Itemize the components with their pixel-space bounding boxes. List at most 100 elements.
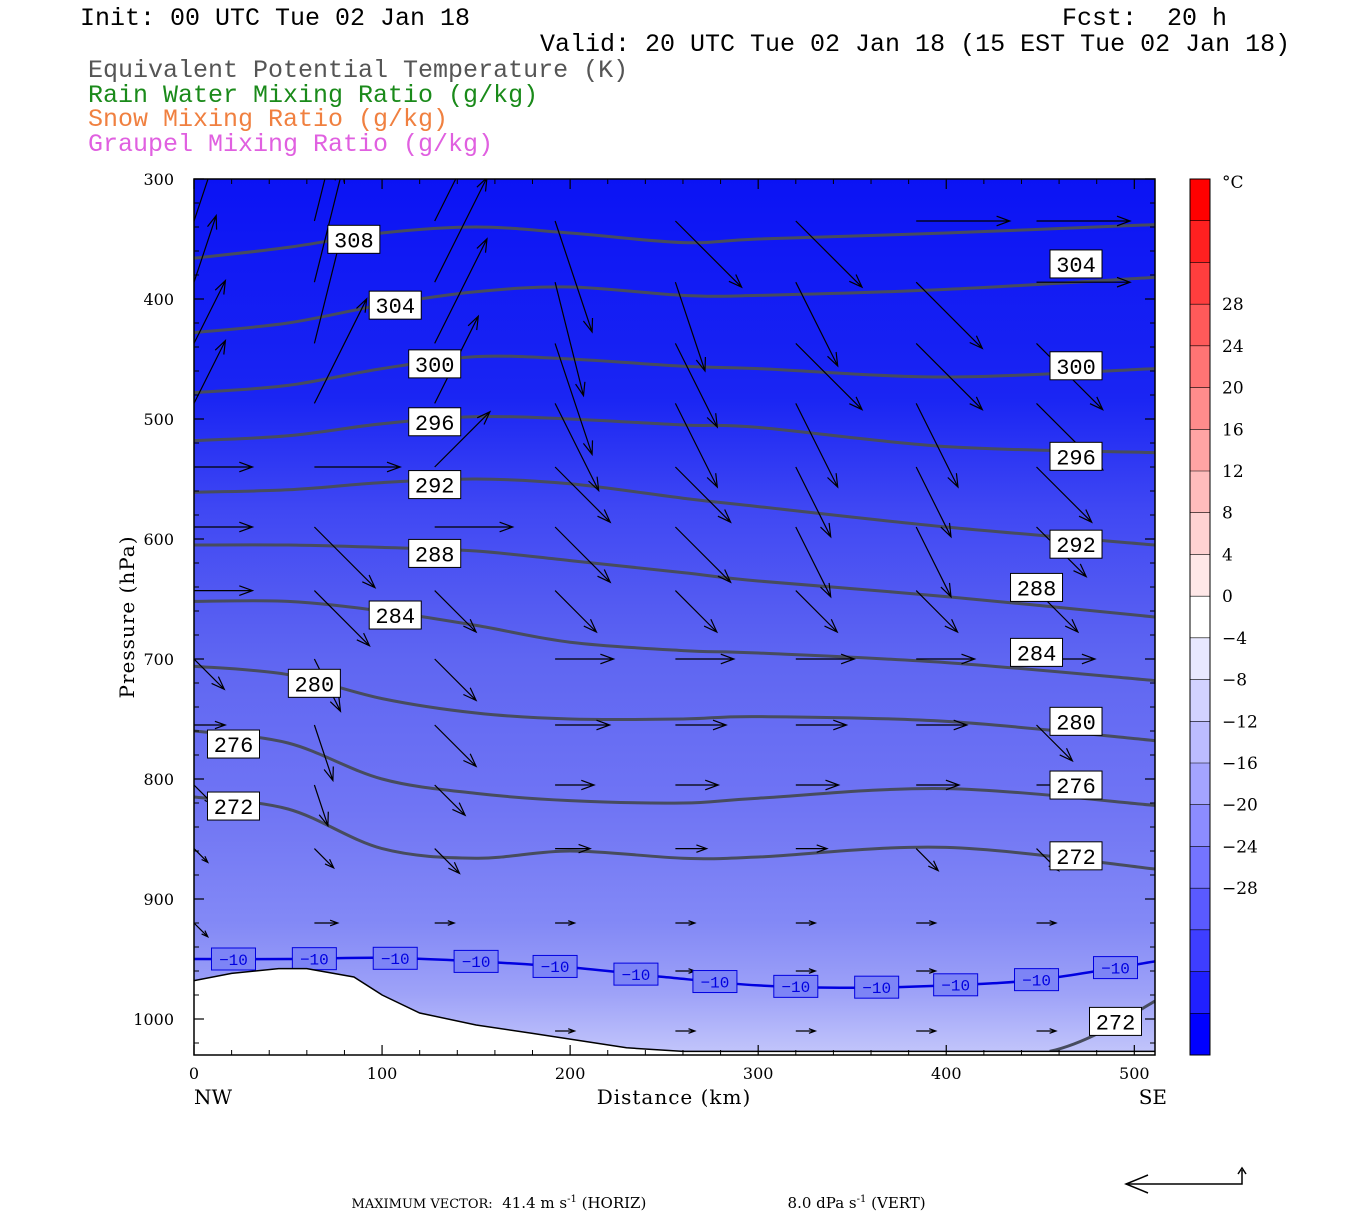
colorbar-label: 4 [1222, 545, 1233, 565]
wind-vector [916, 1028, 938, 1034]
wind-vector [194, 720, 227, 730]
wind-vector [554, 466, 612, 524]
wind-vector [194, 339, 227, 404]
svg-text:304: 304 [375, 295, 415, 320]
svg-text:292: 292 [415, 475, 455, 500]
x-tick-label: 500 [1119, 1064, 1150, 1083]
svg-text:−10: −10 [1022, 972, 1051, 990]
colorbar-label: −28 [1222, 879, 1258, 899]
svg-text:−10: −10 [541, 959, 570, 977]
y-axis-title: Pressure (hPa) [115, 536, 139, 699]
colorbar-swatch [1190, 721, 1210, 764]
wind-vector [194, 521, 255, 533]
colorbar-label: 20 [1222, 379, 1244, 399]
wind-vector [795, 779, 841, 791]
wind-vector [313, 724, 334, 783]
wind-vector [674, 403, 719, 489]
svg-text:296: 296 [1056, 446, 1096, 471]
theta-e-label-272: 272 [1049, 841, 1103, 871]
theta-e-label-304: 304 [368, 290, 422, 320]
svg-text:292: 292 [1056, 534, 1096, 559]
wind-vector [554, 282, 586, 398]
wind-vector [795, 653, 857, 665]
theta-e-label-280: 280 [287, 668, 341, 698]
wind-vector [555, 779, 596, 791]
footer-vert-unit: (VERT) [871, 1194, 926, 1212]
wind-vector [795, 920, 818, 926]
theta-e-label-292: 292 [408, 470, 462, 500]
wind-vector [916, 653, 977, 665]
wind-vector [795, 220, 864, 289]
colorbar-swatch [1190, 262, 1210, 305]
svg-text:304: 304 [1056, 254, 1096, 279]
svg-text:288: 288 [415, 543, 455, 568]
x-tick-label: 0 [189, 1064, 199, 1083]
colorbar-swatch [1190, 846, 1210, 889]
colorbar-swatch [1190, 929, 1210, 973]
wind-vector [313, 297, 368, 404]
wind-vector [1036, 215, 1132, 227]
isotherm-label: −10 [532, 954, 578, 978]
colorbar-label: −4 [1222, 629, 1247, 649]
wind-vector [795, 1028, 818, 1034]
theta-e-label-296: 296 [1049, 441, 1103, 471]
wind-vector [194, 461, 255, 473]
svg-text:280: 280 [295, 673, 335, 698]
colorbar-swatch [1190, 596, 1210, 639]
isotherm-label: −10 [933, 973, 979, 997]
y-tick-label: 500 [143, 410, 174, 429]
svg-text:−10: −10 [862, 980, 891, 998]
colorbar-label: −8 [1222, 671, 1247, 691]
wind-vector [915, 526, 952, 599]
colorbar-label: −12 [1222, 712, 1258, 732]
wind-vector [313, 179, 326, 222]
wind-vector [434, 590, 478, 634]
wind-vector [916, 779, 961, 791]
isotherm-label: −10 [453, 949, 499, 973]
svg-text:272: 272 [214, 796, 254, 821]
colorbar-label: 12 [1222, 462, 1244, 482]
wind-vector [554, 403, 600, 493]
wind-vector [674, 343, 719, 429]
wind-vector [674, 220, 743, 289]
x-tick-label: 400 [931, 1064, 962, 1083]
colorbar-swatch [1190, 387, 1210, 430]
wind-vector [554, 220, 594, 334]
wind-vector [795, 719, 849, 731]
x-tick-label: 100 [367, 1064, 398, 1083]
colorbar-unit: °C [1222, 173, 1244, 193]
wind-vector [795, 526, 832, 599]
wind-vector [1036, 276, 1132, 288]
wind-vector [194, 179, 209, 222]
svg-text:−10: −10 [622, 967, 651, 985]
svg-text:−10: −10 [219, 952, 248, 970]
legend-snow: Snow Mixing Ratio (g/kg) [88, 105, 449, 134]
colorbar-frame [1189, 178, 1211, 1056]
theta-e-contour-300 [194, 354, 1155, 395]
svg-text:276: 276 [1056, 775, 1096, 800]
plot-frame [193, 178, 1156, 1056]
wind-vector [795, 968, 818, 974]
wind-vector [675, 653, 736, 665]
wind-vector [434, 237, 488, 344]
isotherm-label: −10 [372, 946, 418, 970]
colorbar-swatch [1190, 1013, 1210, 1056]
isotherm-minus10 [194, 956, 1155, 990]
wind-vector [674, 590, 719, 634]
wind-vector [555, 843, 592, 854]
y-tick-label: 400 [143, 290, 174, 309]
wind-vector [313, 526, 377, 589]
theta-e-label-288: 288 [1010, 572, 1064, 602]
wind-vector [1036, 920, 1058, 926]
x-axis-title: Distance (km) [597, 1085, 752, 1109]
wind-vector [434, 179, 488, 283]
wind-vector [194, 922, 210, 939]
theta-e-contour-284 [194, 599, 1155, 683]
svg-text:−10: −10 [300, 951, 329, 969]
wind-vector [314, 461, 402, 473]
colorbar-label: 28 [1222, 295, 1244, 315]
wind-vector [674, 526, 732, 584]
y-tick-label: 300 [143, 170, 174, 189]
wind-vector [915, 342, 984, 411]
svg-text:280: 280 [1056, 711, 1096, 736]
